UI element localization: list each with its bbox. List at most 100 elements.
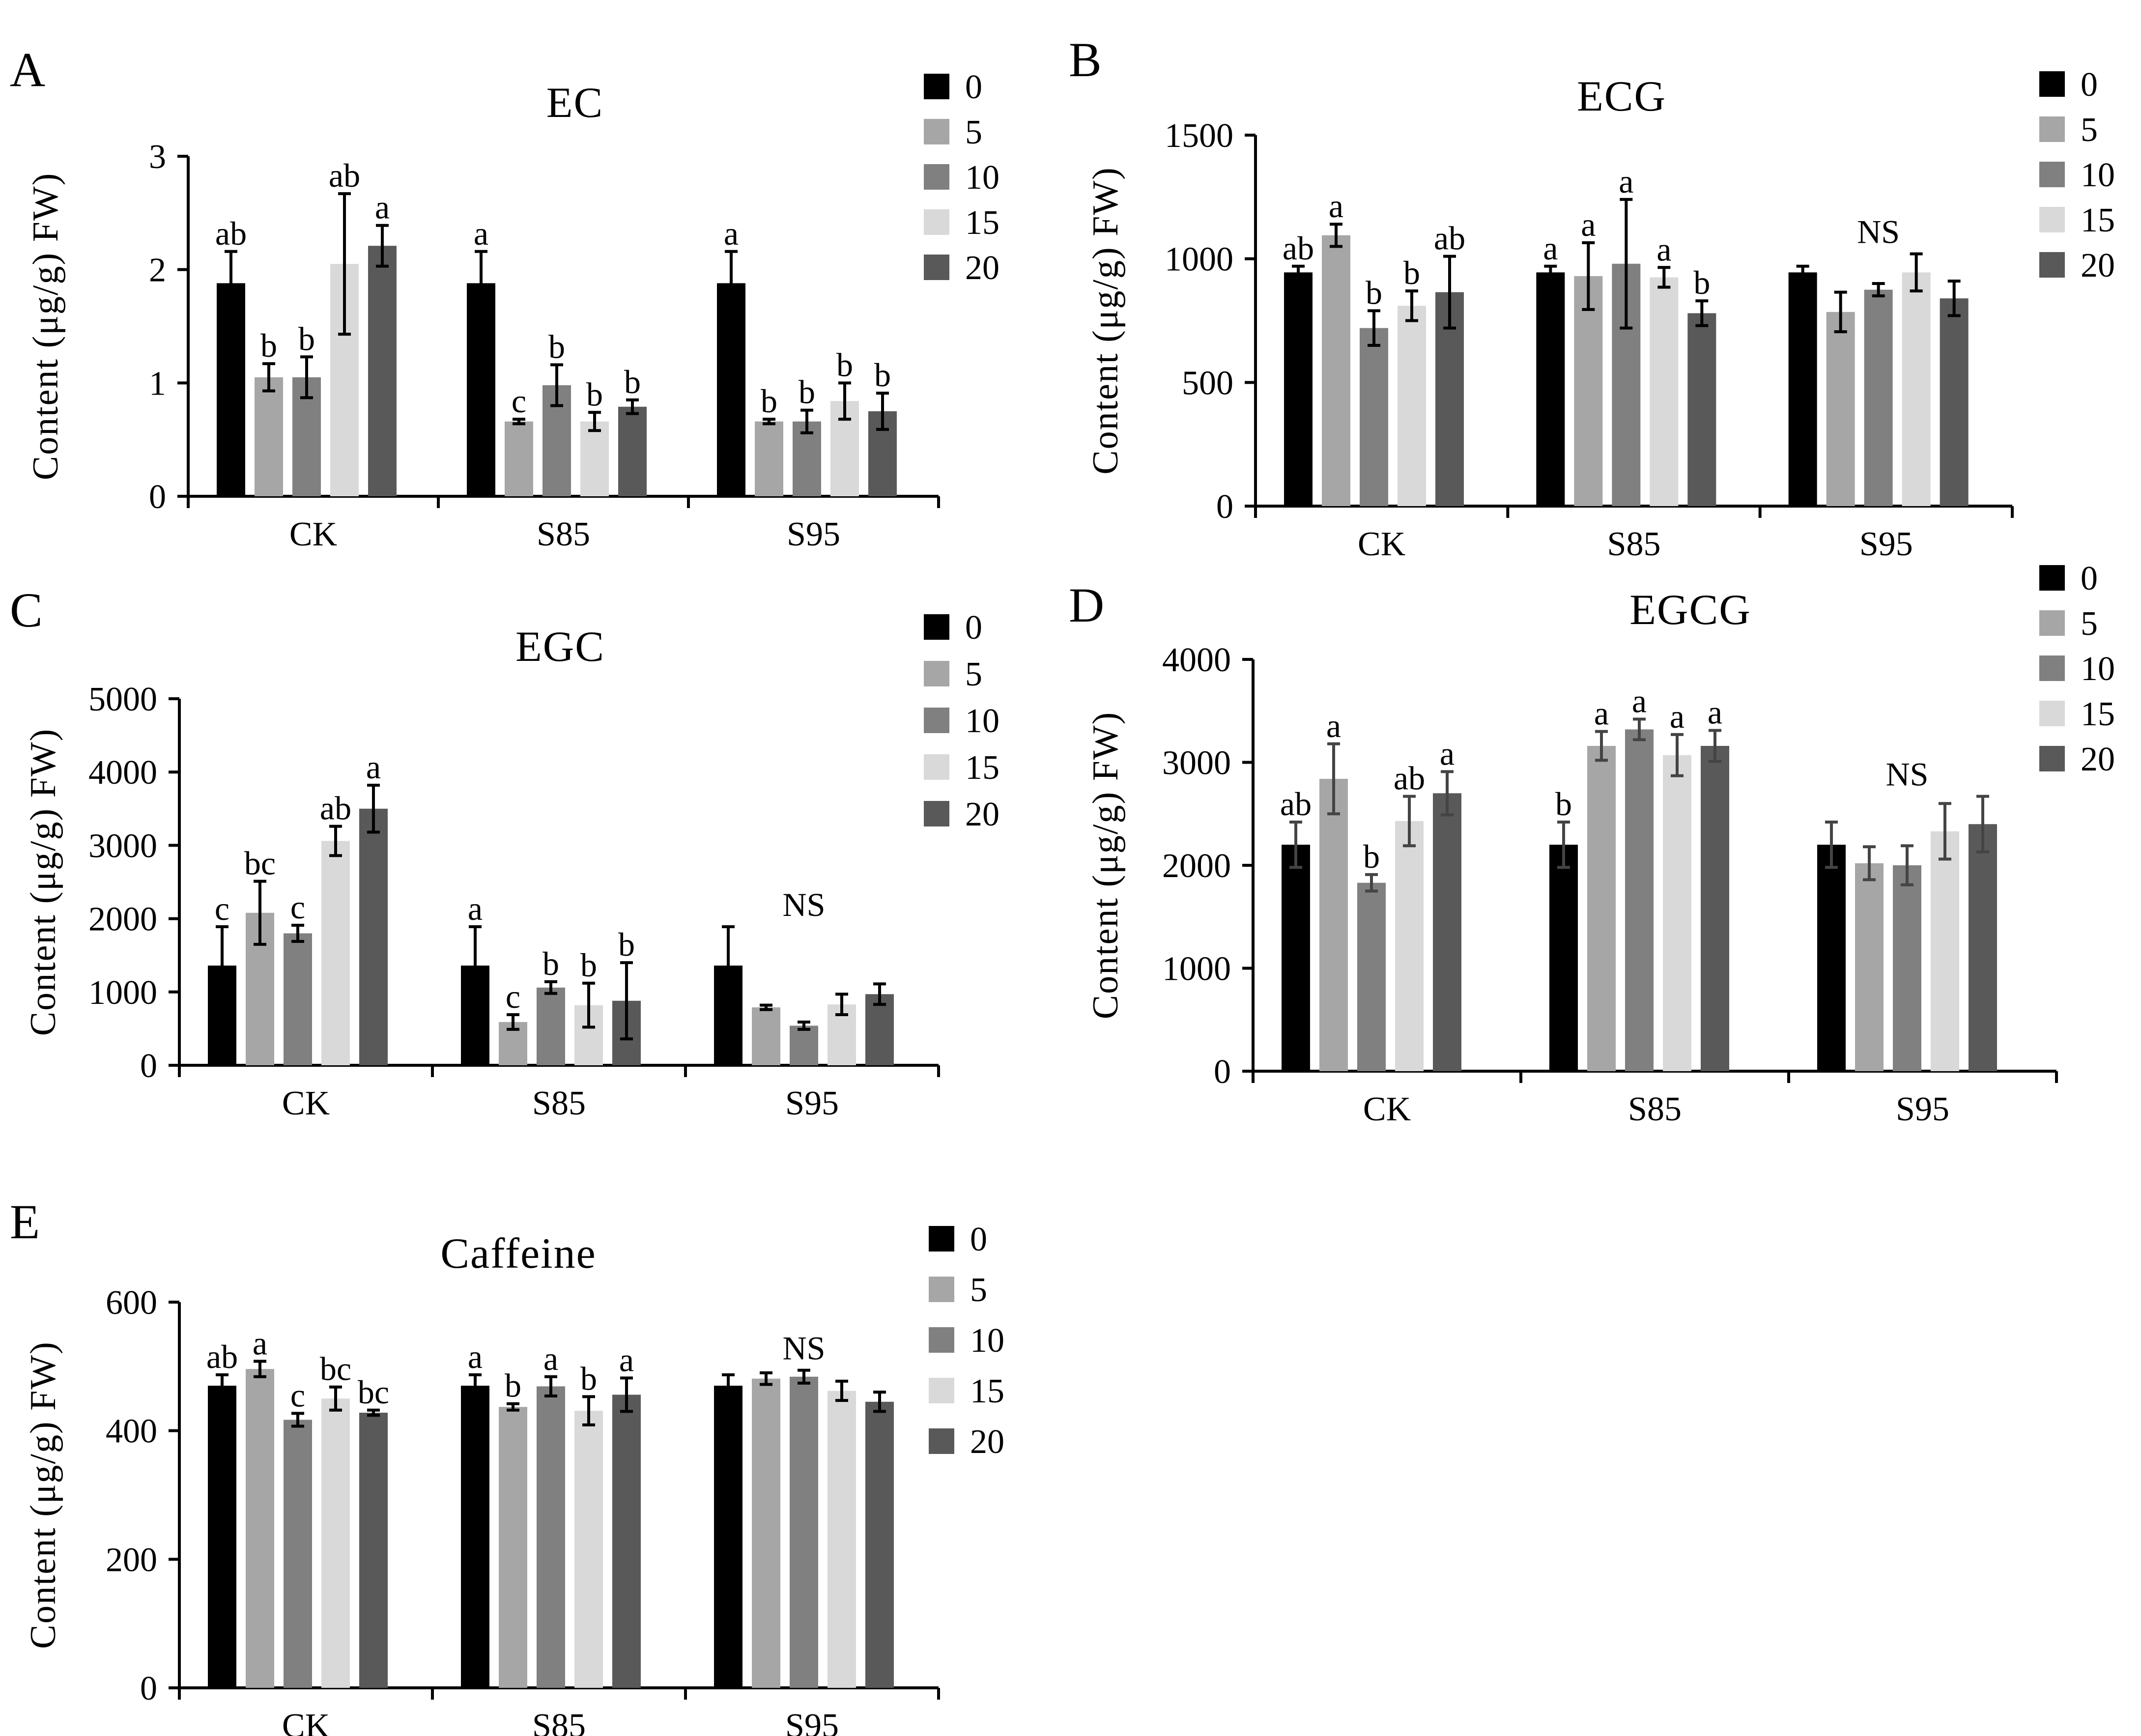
legend-swatch xyxy=(924,164,949,190)
bar xyxy=(1687,313,1716,506)
x-tick-label: S85 xyxy=(537,515,590,553)
bar xyxy=(467,283,495,496)
significance-label: a xyxy=(1619,163,1633,200)
y-tick-label: 2000 xyxy=(88,901,157,939)
legend-swatch xyxy=(2039,746,2065,771)
x-tick-label: S95 xyxy=(1859,525,1913,563)
significance-label: ab xyxy=(215,215,247,252)
bar xyxy=(1574,276,1603,506)
y-tick-label: 200 xyxy=(106,1541,157,1579)
bar xyxy=(499,1407,527,1688)
significance-label: ab xyxy=(320,790,351,827)
significance-label: ab xyxy=(1283,229,1314,267)
legend-label: 20 xyxy=(2081,740,2115,778)
significance-label: b xyxy=(799,373,815,411)
y-tick-label: 0 xyxy=(1214,1053,1231,1091)
legend-swatch xyxy=(924,708,949,733)
legend-swatch xyxy=(2039,162,2065,187)
x-tick-label: S95 xyxy=(785,1707,839,1736)
legend-swatch xyxy=(2039,207,2065,232)
significance-label: b xyxy=(761,382,777,420)
significance-label: a xyxy=(724,215,739,252)
significance-label: ab xyxy=(206,1338,238,1375)
chart-panel-b: B ECG Content (μg/g) FW) 0 500 1000 1500 CK S85 S… xyxy=(1069,32,2115,563)
bar xyxy=(1826,312,1855,506)
bar xyxy=(580,421,609,496)
significance-label: b xyxy=(1555,785,1572,823)
bar xyxy=(1319,779,1348,1071)
significance-label: a xyxy=(543,1340,558,1377)
panel-letter: D xyxy=(1069,578,1104,632)
legend-label: 10 xyxy=(965,702,999,740)
significance-label: a xyxy=(474,215,488,252)
bar xyxy=(1282,845,1310,1071)
bar xyxy=(1284,272,1313,506)
chart-title: Caffeine xyxy=(440,1230,596,1278)
significance-label: bc xyxy=(320,1350,351,1388)
bar xyxy=(1322,235,1350,507)
bar xyxy=(284,933,312,1065)
bar xyxy=(790,1025,818,1065)
y-tick-label: 0 xyxy=(140,1047,157,1085)
bar xyxy=(1360,328,1388,506)
y-axis-label: Content (μg/g) FW) xyxy=(23,728,63,1036)
significance-label: a xyxy=(1632,683,1647,720)
legend-swatch xyxy=(2039,610,2065,636)
bar xyxy=(359,808,388,1065)
legend-swatch xyxy=(924,119,949,144)
significance-label: c xyxy=(512,382,526,420)
y-axis-label: Content (μg/g) FW) xyxy=(1085,711,1126,1019)
legend-swatch xyxy=(924,614,949,640)
significance-label: b xyxy=(1366,274,1382,311)
legend-label: 15 xyxy=(2081,201,2115,239)
x-tick-label: S85 xyxy=(1628,1090,1682,1128)
bar xyxy=(574,1411,603,1688)
significance-label: a xyxy=(366,748,381,786)
bar xyxy=(246,1369,274,1688)
significance-label: c xyxy=(290,888,305,926)
y-tick-label: 1000 xyxy=(1165,241,1233,279)
significance-label: a xyxy=(253,1324,267,1362)
y-tick-label: 0 xyxy=(140,1670,157,1708)
x-tick-label: S95 xyxy=(785,1084,839,1122)
panel-letter: E xyxy=(10,1195,40,1249)
bar xyxy=(790,1376,818,1688)
y-tick-label: 400 xyxy=(106,1413,157,1451)
bar xyxy=(752,1007,780,1065)
bar xyxy=(618,406,647,496)
y-axis-label: Content (μg/g) FW) xyxy=(23,1341,63,1649)
y-tick-label: 5000 xyxy=(88,681,157,718)
y-tick-label: 1000 xyxy=(1162,950,1231,988)
bar xyxy=(359,1413,388,1688)
legend-swatch xyxy=(2039,701,2065,726)
significance-label: ab xyxy=(1434,220,1465,257)
bar xyxy=(537,1386,565,1688)
legend-swatch xyxy=(924,661,949,686)
bar xyxy=(1788,272,1817,506)
bar xyxy=(1931,831,1959,1071)
bar xyxy=(1663,755,1691,1071)
legend-swatch xyxy=(929,1428,954,1454)
legend-swatch xyxy=(929,1226,954,1252)
legend-label: 20 xyxy=(965,796,999,833)
significance-label: c xyxy=(506,978,520,1015)
significance-label: b xyxy=(874,356,891,394)
bar xyxy=(1587,745,1616,1071)
bar xyxy=(284,1420,312,1688)
significance-label: a xyxy=(1326,707,1341,744)
legend-label: 5 xyxy=(965,655,982,693)
y-tick-label: 1000 xyxy=(88,974,157,1012)
significance-label: b xyxy=(1693,264,1710,301)
legend-label: 20 xyxy=(965,249,999,287)
legend-swatch xyxy=(924,209,949,235)
significance-label: b xyxy=(580,946,597,984)
bar xyxy=(537,987,565,1065)
y-tick-label: 4000 xyxy=(88,754,157,792)
significance-label: b xyxy=(836,346,853,383)
significance-label: b xyxy=(548,328,565,365)
legend-swatch xyxy=(2039,655,2065,681)
legend-swatch xyxy=(924,255,949,280)
significance-label: b xyxy=(586,375,603,413)
bar xyxy=(1357,882,1386,1071)
legend-swatch xyxy=(924,754,949,780)
